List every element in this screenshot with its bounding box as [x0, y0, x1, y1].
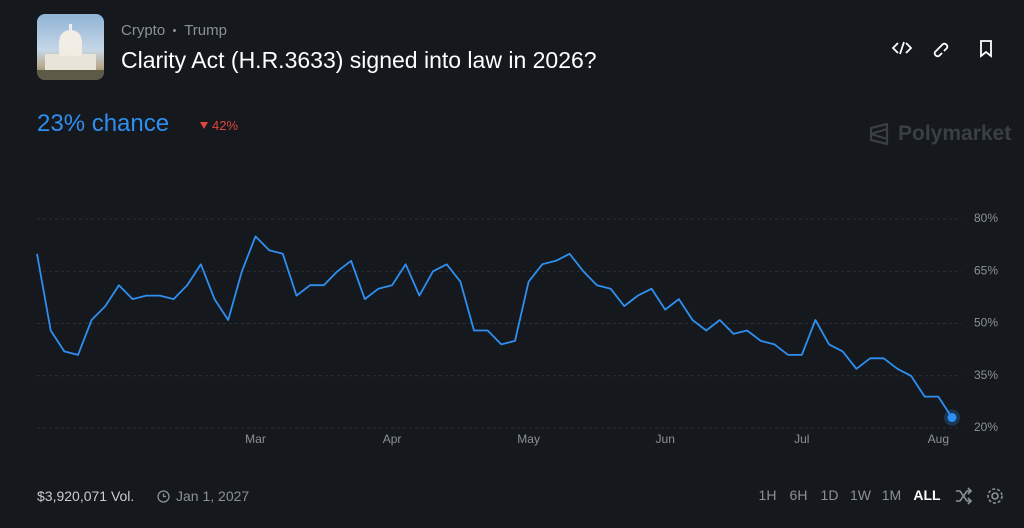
- chance: 23% chance: [37, 110, 170, 137]
- range-button[interactable]: 6H: [789, 487, 808, 503]
- capitol-illustration: [37, 24, 104, 80]
- y-tick-label: 50%: [974, 316, 998, 330]
- market-title: Clarity Act (H.R.3633) signed into law i…: [121, 47, 597, 73]
- x-tick-label: Apr: [383, 432, 402, 446]
- y-tick-label: 65%: [974, 263, 998, 277]
- settings-icon[interactable]: [991, 492, 999, 500]
- volume: $3,920,071 Vol.: [37, 488, 135, 504]
- y-tick-label: 20%: [974, 420, 998, 434]
- link-icon[interactable]: [933, 42, 949, 58]
- y-tick-label: 80%: [974, 211, 998, 225]
- range-button[interactable]: ALL: [913, 487, 941, 503]
- brand-logo: [869, 123, 889, 145]
- brand-name: Polymarket: [898, 122, 1012, 145]
- tag[interactable]: Crypto: [121, 22, 166, 39]
- range-button[interactable]: 1H: [758, 487, 777, 503]
- chart: 20% 35% 50% 65% 80% Mar Apr May Jun Jul Aug: [36, 211, 998, 446]
- clock-icon: [157, 489, 170, 503]
- separator: [173, 29, 177, 32]
- tag[interactable]: Trump: [184, 22, 227, 39]
- action-icons: [892, 40, 992, 58]
- chart-tools: [956, 487, 1003, 505]
- end-date-text: Jan 1, 2027: [176, 488, 250, 504]
- y-tick-label: 35%: [974, 368, 998, 382]
- down-arrow: [200, 122, 208, 129]
- change-value: 42%: [212, 118, 239, 133]
- x-tick-label: Aug: [928, 432, 949, 446]
- embed-icon[interactable]: [892, 41, 913, 55]
- range-button[interactable]: 1W: [850, 487, 871, 503]
- range-button[interactable]: 1D: [820, 487, 839, 503]
- bookmark-icon[interactable]: [980, 40, 992, 58]
- change: 42%: [200, 118, 238, 133]
- market-image: [37, 14, 104, 80]
- x-tick-label: Jul: [794, 432, 809, 446]
- shuffle-icon[interactable]: [956, 487, 973, 505]
- x-tick-label: May: [517, 432, 540, 446]
- x-tick-label: Jun: [656, 432, 675, 446]
- range-selector: 1H 6H 1D 1W 1M ALL: [752, 487, 947, 503]
- end-date: Jan 1, 2027: [157, 488, 249, 504]
- tags: Crypto Trump: [121, 22, 227, 39]
- brand: Polymarket: [868, 122, 1011, 146]
- range-button[interactable]: 1M: [881, 487, 902, 503]
- x-tick-label: Mar: [245, 432, 266, 446]
- series-line: [36, 235, 953, 419]
- last-point: [947, 413, 957, 423]
